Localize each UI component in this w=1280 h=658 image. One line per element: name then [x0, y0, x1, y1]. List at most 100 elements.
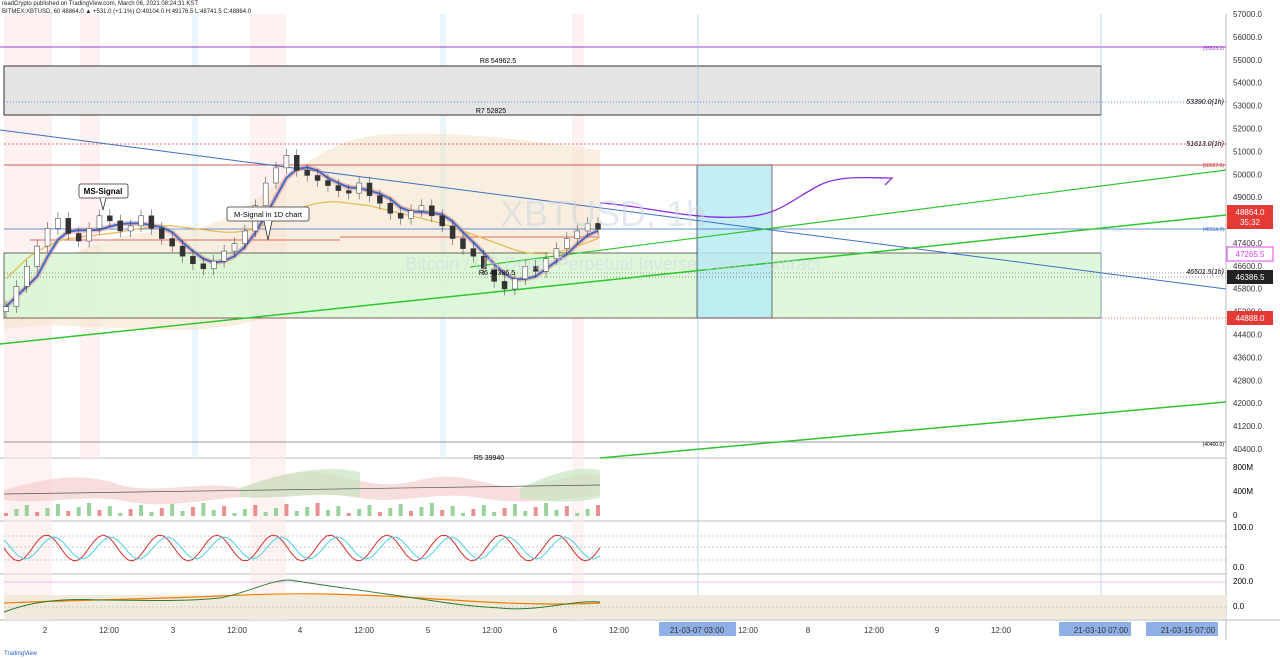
label-r8: R8 54962.5	[480, 58, 516, 65]
volume-bar	[388, 508, 393, 516]
y-tick-label: 50000.0	[1233, 170, 1262, 179]
y-tick-label: 52000.0	[1233, 124, 1262, 133]
volume-bar	[274, 508, 279, 516]
candle-body	[543, 258, 549, 272]
y-tick-label: 54000.0	[1233, 79, 1262, 88]
x-tick-label: 12:00	[864, 626, 885, 635]
volume-bar	[170, 504, 175, 516]
candle-body	[397, 213, 404, 219]
x-tick-label: 12:00	[482, 626, 503, 635]
volume-bar	[76, 507, 81, 516]
candle-body	[294, 155, 300, 171]
candle-body	[418, 205, 425, 212]
volume-bar	[471, 509, 476, 516]
candle-body	[595, 223, 601, 230]
candle-body	[179, 245, 186, 257]
volume-bar	[429, 503, 434, 516]
r6-tag: 46386.5	[1236, 273, 1265, 282]
candle-body	[148, 215, 155, 229]
volume-bar	[357, 509, 362, 516]
y-tick-label: 56000.0	[1233, 33, 1262, 42]
candle-body	[138, 215, 144, 227]
candle-body	[55, 218, 61, 229]
x-tick-label: 12:00	[738, 626, 759, 635]
candle-body	[460, 238, 466, 249]
candle-body	[86, 228, 92, 242]
vol-tick-0: 0	[1233, 511, 1238, 520]
candle-body	[169, 238, 175, 247]
candle-body	[117, 220, 123, 232]
volume-bar	[460, 513, 465, 516]
y-tick-label: 53000.0	[1233, 102, 1262, 111]
fast-ma-line	[5, 166, 599, 308]
candle-body	[470, 248, 477, 257]
annotation-ms-signal[interactable]: MS-Signal	[78, 183, 129, 211]
candle-body	[75, 233, 82, 242]
volume-pane: 800M 400M 0	[3, 463, 1253, 520]
candle-body	[65, 218, 72, 234]
candle-body	[314, 175, 321, 181]
x-tick-label: 3	[171, 626, 176, 635]
trend-lines	[0, 129, 1227, 459]
volume-bar	[97, 510, 102, 516]
stoch-tick-100: 100.0	[1233, 523, 1254, 532]
label-51613: 51613.0(1h)	[1186, 141, 1224, 148]
candle-body	[231, 243, 238, 252]
vol-tick-800M: 800M	[1233, 463, 1253, 472]
m-signal-text: M-Signal in 1D chart	[234, 210, 303, 219]
volume-bar	[564, 506, 569, 516]
label-r5: R5 39940	[474, 455, 504, 462]
vol-tick-400M: 400M	[1233, 487, 1253, 496]
candle-body	[564, 238, 570, 249]
candle-body	[429, 205, 435, 217]
volume-bar	[201, 503, 206, 516]
candle-body	[439, 215, 445, 227]
x-tick-label: 12:00	[991, 626, 1012, 635]
candle-body	[356, 182, 362, 194]
x-tick-label: 2	[43, 626, 48, 635]
candle-body	[107, 215, 113, 222]
y-tick-label: 44400.0	[1233, 331, 1262, 340]
y-tick-label: 46600.0	[1233, 262, 1262, 271]
candle-body	[532, 266, 539, 272]
volume-bar	[325, 510, 330, 516]
osc-tick-0: 0.0	[1233, 602, 1245, 611]
label-r6: R6 46386.5	[479, 270, 515, 277]
volume-bar	[180, 511, 185, 516]
label-53390: 53390.0(1h)	[1186, 99, 1224, 106]
price-tags: 48864.0 35:32 47265.5 46386.5 44888.0	[1226, 205, 1274, 325]
volume-bar	[440, 510, 445, 516]
candle-body	[366, 182, 373, 196]
symbol-line: BITMEX:XBTUSD, 60 48864.0 ▲ +531.0 (+1.1…	[2, 9, 252, 15]
candle-body	[44, 228, 51, 247]
volume-bar	[232, 513, 237, 516]
volume-bar	[107, 506, 112, 516]
candle-body	[491, 268, 497, 282]
volume-bar	[554, 510, 559, 516]
x-date-highlight	[1059, 622, 1131, 636]
ms-signal-text: MS-Signal	[84, 187, 123, 196]
annotation-m-signal-1d[interactable]: M-Signal in 1D chart	[226, 206, 310, 241]
volume-bar	[159, 508, 164, 516]
x-tick-label: 21-03-15 07:00	[1161, 626, 1216, 635]
x-tick-label: 21-03-10 07:00	[1074, 626, 1129, 635]
watermark-ticker: XBTUSD, 1h	[500, 193, 706, 234]
volume-bar	[409, 511, 414, 516]
volume-bar	[492, 512, 497, 516]
volume-bar	[315, 503, 320, 516]
candle-body	[501, 281, 508, 290]
candle-body	[325, 180, 331, 186]
stoch-tick-0: 0.0	[1233, 563, 1245, 572]
x-axis[interactable]: 2 12:00 3 12:00 4 12:00 5 12:00 6 12:00 21-03-07 0…	[43, 622, 1218, 636]
volume-bar	[263, 512, 268, 516]
volume-bar	[544, 503, 549, 516]
y-axis[interactable]: 40400.0 41200.0 42000.0 42800.0 43600.0 44400…	[1233, 10, 1262, 454]
candle-body	[512, 278, 518, 290]
y-tick-label: 40400.0	[1233, 445, 1262, 454]
candle-body	[262, 182, 269, 206]
x-tick-label: 4	[298, 626, 303, 635]
y-tick-label: 42000.0	[1233, 399, 1262, 408]
pivot-tag: 47265.5	[1236, 250, 1265, 259]
volume-bar	[523, 511, 528, 516]
